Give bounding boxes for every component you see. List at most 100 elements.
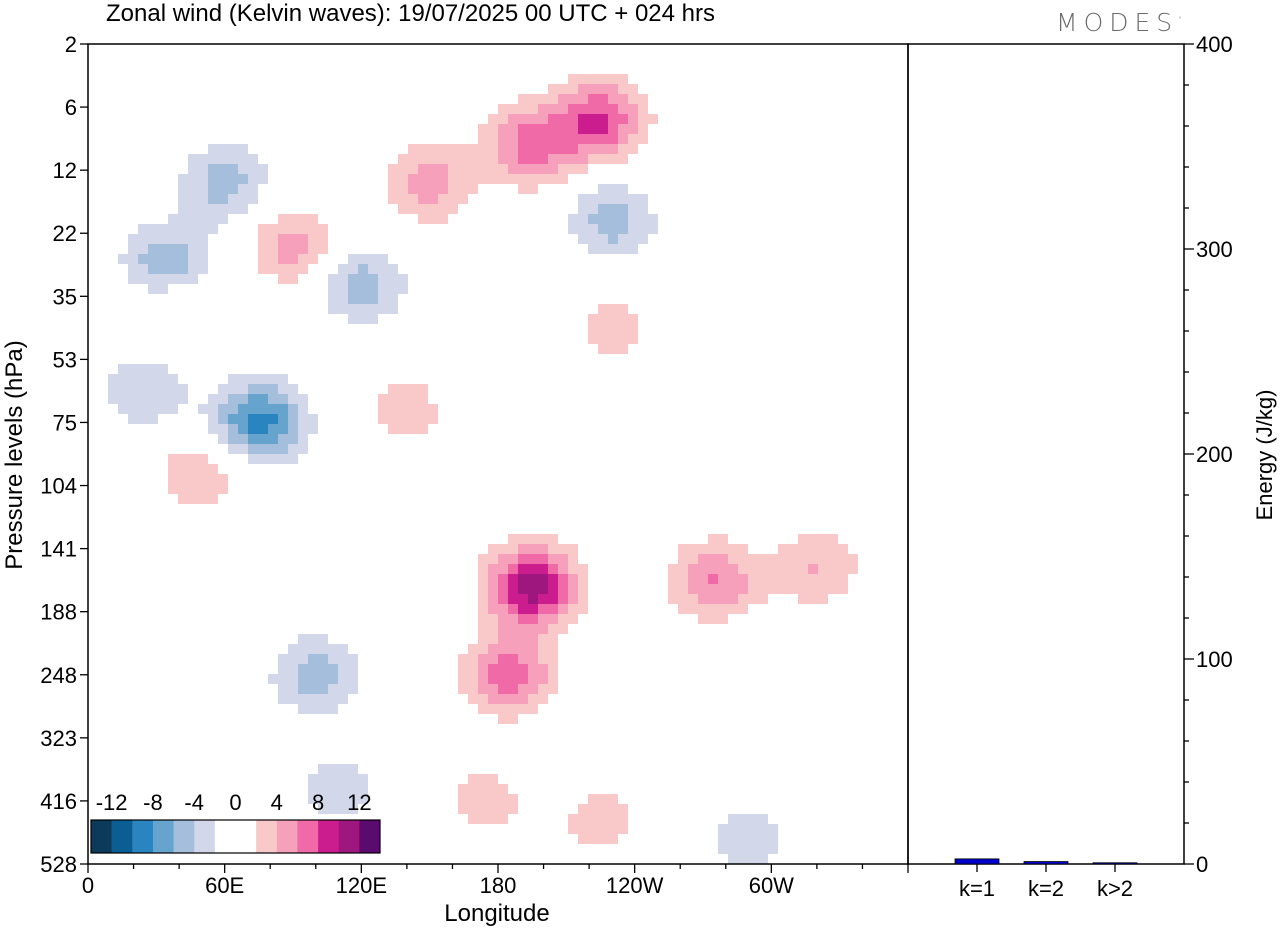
- field-cell: [388, 604, 399, 615]
- field-cell: [348, 354, 359, 365]
- field-cell: [418, 144, 429, 155]
- field-cell: [418, 264, 429, 275]
- field-cell: [258, 404, 269, 415]
- field-cell: [218, 164, 229, 175]
- field-cell: [568, 484, 579, 495]
- field-cell: [308, 94, 319, 105]
- field-cell: [418, 154, 429, 165]
- field-cell: [468, 94, 479, 105]
- field-cell: [268, 444, 279, 455]
- field-cell: [828, 494, 839, 505]
- field-cell: [438, 254, 449, 265]
- field-cell: [668, 294, 679, 305]
- field-cell: [118, 514, 129, 525]
- field-cell: [898, 514, 908, 525]
- field-cell: [458, 134, 469, 145]
- field-cell: [428, 214, 439, 225]
- field-cell: [878, 124, 889, 135]
- field-cell: [688, 284, 699, 295]
- field-cell: [788, 494, 799, 505]
- field-cell: [618, 64, 629, 75]
- field-cell: [728, 404, 739, 415]
- field-cell: [868, 254, 879, 265]
- field-cell: [648, 224, 659, 235]
- field-cell: [738, 544, 749, 555]
- field-cell: [878, 84, 889, 95]
- field-cell: [718, 174, 729, 185]
- field-cell: [538, 214, 549, 225]
- field-cell: [748, 584, 759, 595]
- field-cell: [238, 254, 249, 265]
- field-cell: [178, 254, 189, 265]
- field-cell: [258, 524, 269, 535]
- field-cell: [758, 464, 769, 475]
- field-cell: [328, 54, 339, 65]
- field-cell: [868, 564, 879, 575]
- field-cell: [808, 454, 819, 465]
- field-cell: [208, 294, 219, 305]
- field-cell: [778, 264, 789, 275]
- field-cell: [288, 354, 299, 365]
- field-cell: [288, 474, 299, 485]
- field-cell: [878, 554, 889, 565]
- field-cell: [818, 494, 829, 505]
- field-cell: [108, 124, 119, 135]
- field-cell: [738, 164, 749, 175]
- field-cell: [878, 294, 889, 305]
- field-cell: [708, 494, 719, 505]
- field-cell: [658, 394, 669, 405]
- field-cell: [88, 414, 99, 425]
- field-cell: [178, 284, 189, 295]
- field-cell: [848, 364, 859, 375]
- field-cell: [188, 264, 199, 275]
- field-cell: [148, 484, 159, 495]
- field-cell: [588, 304, 599, 315]
- field-cell: [168, 424, 179, 435]
- field-cell: [798, 314, 809, 325]
- field-cell: [438, 74, 449, 85]
- field-cell: [578, 324, 589, 335]
- field-cell: [308, 244, 319, 255]
- field-cell: [388, 54, 399, 65]
- field-cell: [688, 564, 699, 575]
- field-cell: [248, 564, 259, 575]
- field-cell: [558, 484, 569, 495]
- field-cell: [758, 594, 769, 605]
- field-cell: [168, 224, 179, 235]
- field-cell: [708, 164, 719, 175]
- field-cell: [118, 214, 129, 225]
- field-cell: [828, 64, 839, 75]
- field-cell: [458, 244, 469, 255]
- field-cell: [748, 524, 759, 535]
- field-cell: [888, 364, 899, 375]
- field-cell: [828, 224, 839, 235]
- field-cell: [678, 474, 689, 485]
- field-cell: [868, 64, 879, 75]
- field-cell: [498, 464, 509, 475]
- field-cell: [658, 634, 669, 645]
- field-cell: [678, 344, 689, 355]
- field-cell: [488, 94, 499, 105]
- field-cell: [258, 624, 269, 635]
- field-cell: [478, 224, 489, 235]
- field-cell: [718, 594, 729, 605]
- field-cell: [808, 374, 819, 385]
- field-cell: [548, 124, 559, 135]
- field-cell: [478, 444, 489, 455]
- field-cell: [618, 564, 629, 575]
- field-cell: [178, 464, 189, 475]
- field-cell: [198, 554, 209, 565]
- field-cell: [118, 44, 129, 55]
- field-cell: [628, 44, 639, 55]
- field-cell: [428, 144, 439, 155]
- field-cell: [188, 134, 199, 145]
- field-cell: [158, 444, 169, 455]
- field-cell: [468, 584, 479, 595]
- field-cell: [118, 134, 129, 145]
- field-cell: [458, 184, 469, 195]
- field-cell: [608, 154, 619, 165]
- field-cell: [218, 274, 229, 285]
- field-cell: [768, 404, 779, 415]
- field-cell: [818, 444, 829, 455]
- field-cell: [768, 154, 779, 165]
